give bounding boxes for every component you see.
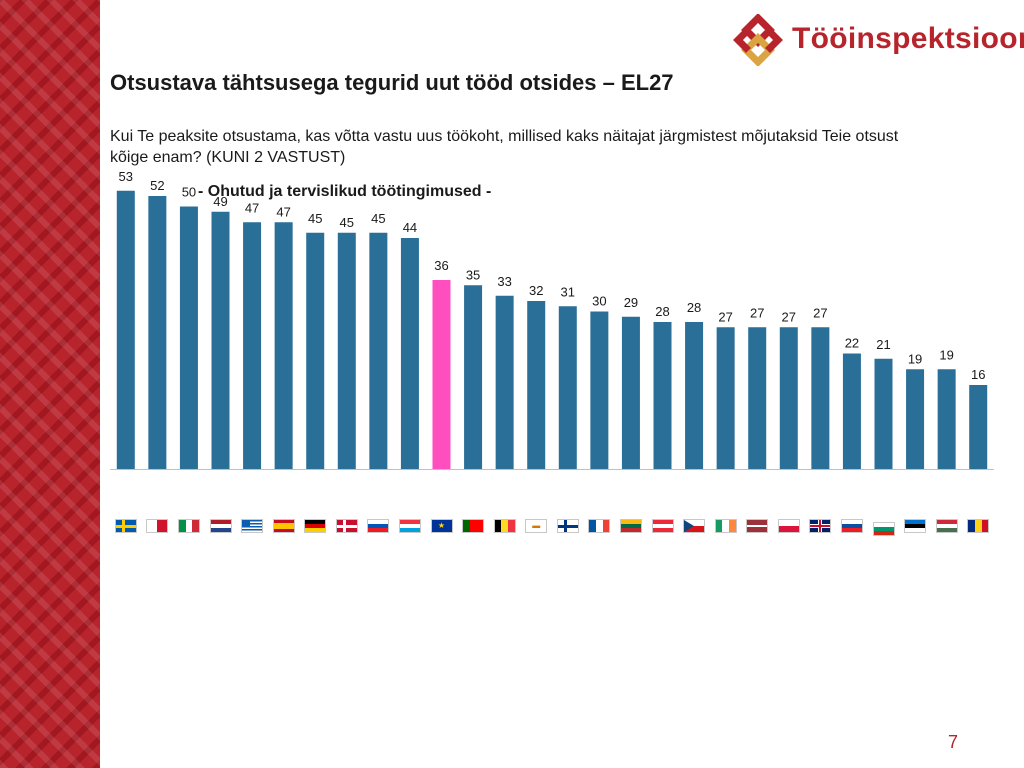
data-label-ie: 27: [718, 309, 732, 324]
data-label-lv: 27: [750, 305, 764, 320]
bar-cy: [527, 301, 546, 469]
bar-de: [306, 232, 325, 469]
bar-es: [274, 222, 293, 469]
bar-it: [179, 206, 198, 469]
survey-question: Kui Te peaksite otsustama, kas võtta vas…: [110, 128, 899, 166]
data-label-es: 47: [276, 204, 290, 219]
bar-uk: [811, 327, 830, 469]
data-label-lt: 29: [624, 295, 638, 310]
data-label-se: 53: [119, 169, 133, 184]
data-label-pt: 35: [466, 267, 480, 282]
bar-bg: [874, 358, 893, 469]
bar-pt: [464, 285, 483, 469]
bar-lu: [400, 238, 419, 469]
data-label-sk: 22: [845, 336, 859, 351]
bar-hu: [937, 369, 956, 469]
bar-chart: 53 52 50 49 47 47 45 45 45 44 36 35 33 32 31 30 29 28 28 27…: [110, 169, 994, 470]
data-label-nl: 49: [213, 194, 227, 209]
bar-sk: [842, 353, 861, 469]
bar-se: [116, 190, 135, 469]
bar-lv: [748, 327, 767, 469]
logo-emblem-icon: [733, 13, 783, 67]
bar-be: [495, 295, 514, 469]
bar-ee: [906, 369, 925, 469]
data-label-cy: 32: [529, 283, 543, 298]
bar-gr: [243, 222, 262, 469]
bar-si: [369, 232, 388, 469]
data-label-mt: 52: [150, 178, 164, 193]
bar-mt: [148, 196, 167, 469]
data-label-ro: 16: [971, 367, 985, 382]
data-label-si: 45: [371, 211, 385, 226]
bar-dk: [337, 232, 356, 469]
brand-logo: Tööinspektsioon: [730, 13, 1024, 67]
bar-nl: [211, 211, 230, 469]
page-number: 7: [948, 732, 959, 752]
data-label-dk: 45: [340, 215, 354, 230]
data-label-cz: 28: [687, 300, 701, 315]
data-label-be: 33: [497, 274, 511, 289]
chart-subtitle: - Ohutud ja tervislikud töötingimused -: [198, 183, 492, 200]
bar-eu27: [432, 280, 451, 469]
bar-fi: [558, 306, 577, 469]
bar-fr: [590, 311, 609, 469]
data-label-bg: 21: [876, 337, 890, 352]
bar-ie: [716, 327, 735, 469]
data-label-hu: 19: [939, 347, 953, 362]
data-label-at: 28: [655, 304, 669, 319]
decorative-side-band: [0, 0, 100, 768]
bar-pl: [779, 327, 798, 469]
data-label-fi: 31: [561, 284, 575, 299]
bar-at: [653, 322, 672, 469]
data-label-fr: 30: [592, 294, 606, 309]
brand-name: Tööinspektsioon: [792, 22, 1024, 55]
data-label-pl: 27: [782, 309, 796, 324]
slide-title: Otsustava tähtsusega tegurid uut tööd ot…: [110, 70, 674, 95]
bar-cz: [685, 322, 704, 469]
data-label-de: 45: [308, 211, 322, 226]
data-label-ee: 19: [908, 351, 922, 366]
data-label-eu27: 36: [434, 258, 448, 273]
data-label-uk: 27: [813, 305, 827, 320]
bar-ro: [969, 385, 988, 469]
data-label-lu: 44: [403, 220, 417, 235]
data-label-it: 50: [182, 185, 196, 200]
bar-lt: [621, 316, 640, 469]
data-label-gr: 47: [245, 200, 259, 215]
